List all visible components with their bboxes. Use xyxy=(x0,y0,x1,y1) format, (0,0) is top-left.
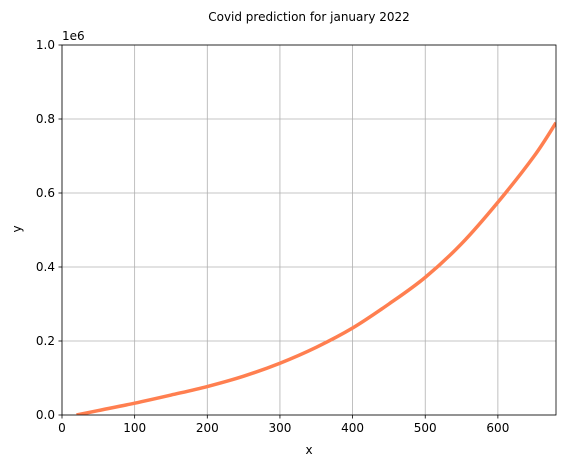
plot-frame xyxy=(61,44,557,416)
grid xyxy=(61,44,556,416)
chart-title: Covid prediction for january 2022 xyxy=(208,10,410,24)
y-offset-label: 1e6 xyxy=(62,29,85,43)
x-tick-label: 100 xyxy=(123,421,146,435)
y-tick-label: 0.6 xyxy=(36,186,55,200)
y-tick-label: 0.2 xyxy=(36,334,55,348)
series-layer xyxy=(76,121,556,415)
x-tick-label: 200 xyxy=(196,421,219,435)
y-tick-label: 0.4 xyxy=(36,260,55,274)
y-tick-label: 0.0 xyxy=(36,408,55,422)
y-tick-label: 0.8 xyxy=(36,112,55,126)
series-line-0 xyxy=(76,121,556,415)
y-tick-label: 1.0 xyxy=(36,38,55,52)
y-axis-label: y xyxy=(10,225,24,232)
x-tick-label: 0 xyxy=(58,421,66,435)
x-tick-label: 400 xyxy=(341,421,364,435)
x-tick-label: 500 xyxy=(414,421,437,435)
x-tick-label: 300 xyxy=(268,421,291,435)
x-axis-label: x xyxy=(305,443,312,457)
ticks: 0 100 200 300 400 500 600 0.0 0.2 0.4 0.6 0.8 1.0 xyxy=(36,38,509,435)
x-tick-label: 600 xyxy=(486,421,509,435)
axes-spines xyxy=(61,44,557,416)
